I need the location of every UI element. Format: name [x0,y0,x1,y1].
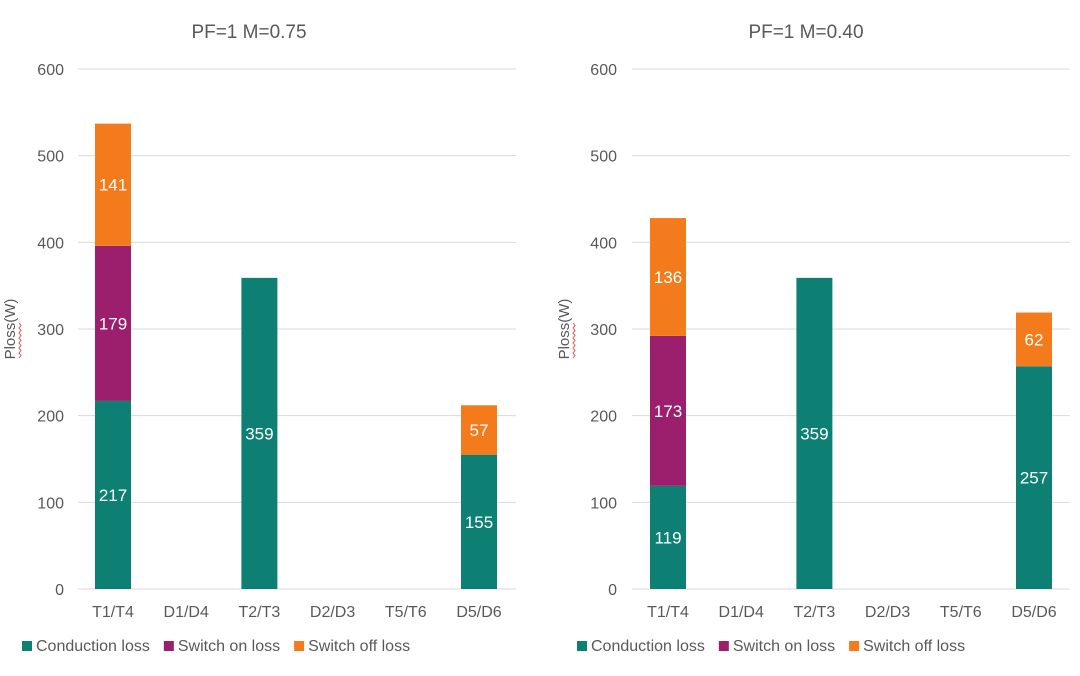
x-tick-label: D5/D6 [456,604,501,621]
x-tick-label: T5/T6 [385,604,427,621]
y-tick-label: 200 [37,409,64,426]
y-tick-label: 600 [590,62,617,79]
y-axis-label: Ploss(W) [2,299,19,360]
y-tick-label: 100 [37,495,64,512]
legend-label: Conduction loss [36,638,150,655]
y-tick-label: 200 [590,409,617,426]
legend-swatch [163,641,174,651]
data-label: 57 [470,421,489,440]
data-label: 257 [1020,469,1048,488]
bar-conduction-loss [796,277,833,589]
chart-title: PF=1 M=0.40 [748,22,863,43]
bar-conduction-loss [650,485,686,589]
y-tick-label: 300 [590,322,617,339]
bar-switch-off-loss [1016,312,1052,367]
x-tick-label: D2/D3 [865,604,910,621]
legend-swatch [294,641,305,651]
x-tick-label: T2/T3 [794,604,836,621]
x-tick-label: T5/T6 [940,604,982,621]
x-tick-label: T1/T4 [647,604,689,621]
y-tick-label: 400 [590,235,617,252]
data-label: 141 [99,176,127,195]
bar-conduction-loss [95,400,131,589]
y-tick-label: 100 [590,495,617,512]
legend-label: Switch off loss [308,638,410,655]
y-tick-label: 400 [37,235,64,252]
legend-label: Switch off loss [863,638,965,655]
data-label: 359 [245,424,273,443]
bar-switch-on-loss [95,245,131,401]
chart-title: PF=1 M=0.75 [191,22,306,43]
legend-swatch [718,641,729,651]
x-tick-label: D5/D6 [1011,604,1056,621]
legend-label: Switch on loss [178,638,280,655]
y-tick-label: 500 [590,149,617,166]
bar-conduction-loss [461,454,497,589]
legend-label: Switch on loss [733,638,835,655]
bar-conduction-loss [241,277,278,589]
y-tick-label: 500 [37,149,64,166]
legend-swatch [22,641,32,651]
data-label: 119 [654,528,681,547]
bar-switch-off-loss [461,405,497,455]
data-label: 136 [654,268,682,287]
bar-switch-on-loss [650,335,686,486]
bar-switch-off-loss [95,123,131,246]
y-tick-label: 0 [608,582,617,599]
spellcheck-squiggle [18,322,22,359]
legend-label: Conduction loss [591,638,705,655]
spellcheck-squiggle [572,322,576,359]
y-tick-label: 600 [37,62,64,79]
y-axis-label: Ploss(W) [556,299,573,360]
x-tick-label: D2/D3 [310,604,355,621]
y-tick-label: 0 [55,582,64,599]
x-tick-label: T1/T4 [92,604,134,621]
chart-panel-2: PF=1 M=0.40 0 100 200 300 400 500 600 Ploss(W) T1… [556,22,1070,655]
legend-swatch [577,641,587,651]
x-tick-label: D1/D4 [719,604,764,621]
bar-conduction-loss [1016,366,1052,589]
x-tick-label: D1/D4 [164,604,209,621]
data-label: 179 [99,314,127,333]
y-tick-label: 300 [37,322,64,339]
x-tick-label: T2/T3 [239,604,281,621]
data-label: 359 [800,424,828,443]
data-label: 62 [1025,330,1044,349]
bar-switch-off-loss [650,218,686,336]
data-label: 217 [99,486,127,505]
legend-swatch [849,641,860,651]
data-label: 173 [654,402,682,421]
data-label: 155 [465,513,493,532]
chart-panel-1: PF=1 M=0.75 0 100 200 300 400 500 600 Ploss(W) T1… [2,22,516,655]
